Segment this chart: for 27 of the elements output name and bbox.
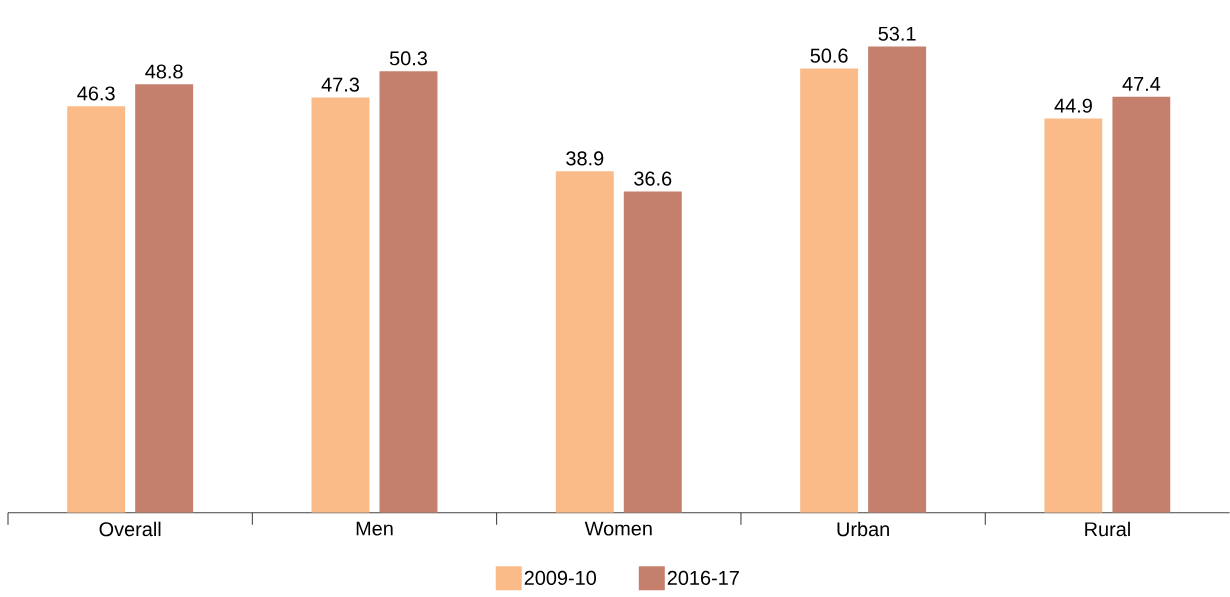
x-tick-label: Women [584,521,652,536]
data-label: 36.6 [634,171,672,186]
bar [623,191,682,513]
data-label: 47.3 [321,77,359,92]
data-label: 38.9 [566,151,604,166]
x-tick-label: Rural [1085,521,1130,537]
data-label: 50.6 [810,48,848,63]
bar [135,84,194,513]
legend-label: 2016-17 [667,570,739,586]
bar [311,97,370,513]
bar [800,68,859,513]
x-tick-label: Urban [837,521,889,537]
data-label: 48.8 [145,64,183,79]
data-label: 53.1 [878,26,916,41]
data-label: 44.9 [1054,98,1092,113]
data-label: 50.3 [389,51,427,66]
data-label: 47.4 [1122,77,1161,91]
bar [868,46,927,513]
bar [67,106,126,513]
x-tick-label: Men [356,521,393,536]
legend-label: 2009-10 [524,570,597,586]
bar [1112,96,1171,513]
bar [1044,118,1103,513]
data-label: 46.3 [77,86,115,101]
bar [379,71,438,513]
bar [555,171,614,513]
x-tick-label: Overall [99,521,161,537]
